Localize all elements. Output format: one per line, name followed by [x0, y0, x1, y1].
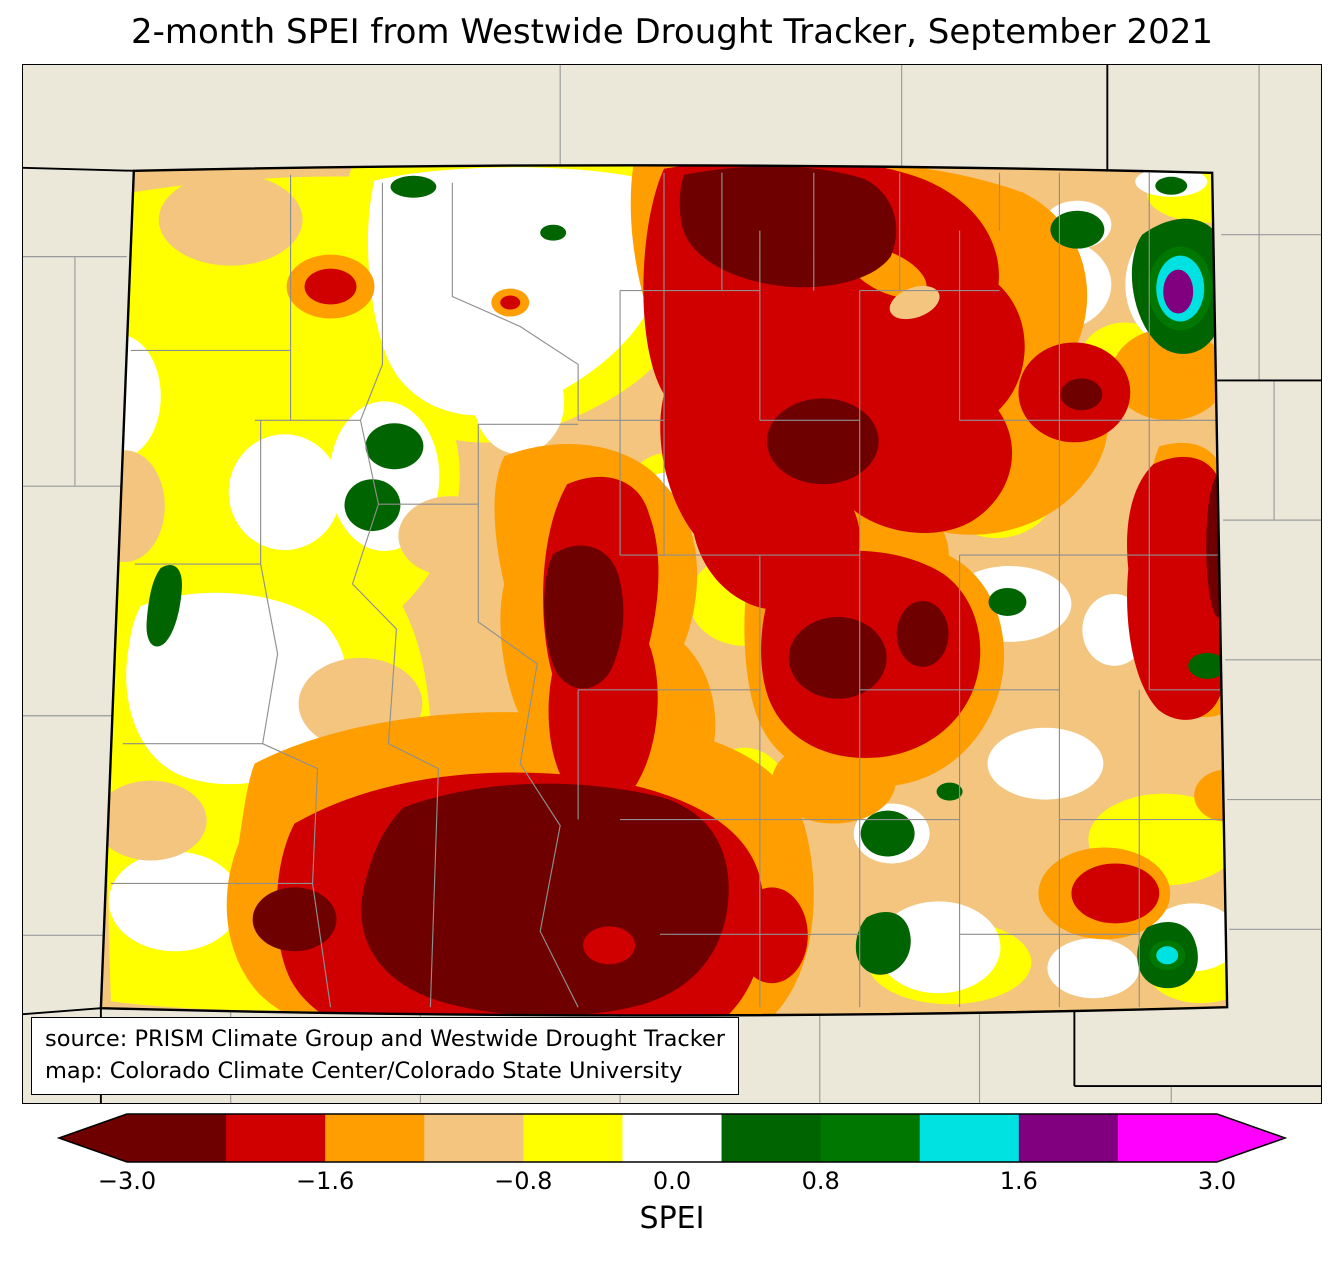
colorbar-tick-labels: −3.0 −1.6 −0.8 0.0 0.8 1.6 3.0: [57, 1167, 1287, 1197]
colorbar-tick-label: −0.8: [494, 1167, 553, 1195]
state-border-colorado: [99, 164, 1229, 1017]
colorbar-tick-label: −1.6: [296, 1167, 355, 1195]
neighbor-state-borders: [23, 65, 1321, 1103]
county-boundaries: [110, 172, 1225, 1008]
colorbar-tick-label: −3.0: [97, 1167, 157, 1195]
source-line: source: PRISM Climate Group and Westwide…: [45, 1026, 726, 1053]
colorbar-outline: [57, 1113, 1287, 1163]
colorbar: [57, 1113, 1287, 1163]
colorbar-segment: [127, 1114, 227, 1162]
colorbar-segment: [1018, 1114, 1119, 1162]
colorbar-segment: [226, 1114, 326, 1162]
colorbar-segment: [1117, 1114, 1218, 1162]
colorado-spei-map: [23, 65, 1321, 1103]
colorbar-tick-label: 3.0: [1197, 1167, 1237, 1195]
figure-title: 2-month SPEI from Westwide Drought Track…: [130, 12, 1214, 52]
colorbar-axis-label: SPEI: [639, 1201, 705, 1236]
colorbar-segment: [424, 1114, 525, 1162]
colorbar-segment: [820, 1114, 921, 1162]
map-axes: source: PRISM Climate Group and Westwide…: [22, 64, 1322, 1104]
colorbar-segment: [721, 1114, 822, 1162]
source-annotation: source: PRISM Climate Group and Westwide…: [31, 1017, 740, 1095]
colorbar-segment: [523, 1114, 624, 1162]
colorbar-extend-arrow: [59, 1114, 127, 1162]
map-credit-line: map: Colorado Climate Center/Colorado St…: [45, 1058, 683, 1085]
colorbar-segment: [325, 1114, 426, 1162]
colorbar-tick-label: 0.8: [801, 1167, 840, 1195]
colorbar-tick-label: 1.6: [999, 1167, 1038, 1195]
colorbar-segment: [919, 1114, 1020, 1162]
colorbar-tick-label: 0.0: [652, 1167, 692, 1195]
contour-fill-layer: [100, 165, 1228, 1016]
colorbar-segment: [622, 1114, 723, 1162]
colorbar-extend-arrow: [1217, 1114, 1285, 1162]
